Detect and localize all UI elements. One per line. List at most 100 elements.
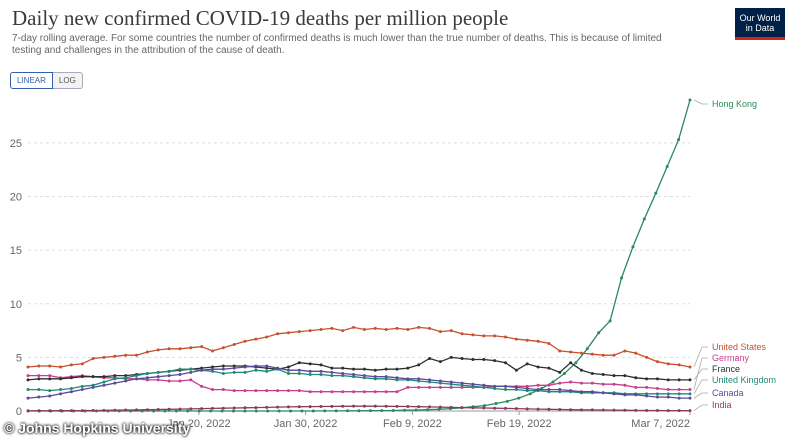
data-point	[493, 384, 497, 388]
data-point	[460, 356, 464, 360]
data-point	[574, 361, 578, 365]
data-point	[688, 396, 692, 400]
data-point	[178, 347, 182, 351]
data-point	[352, 373, 356, 377]
data-point	[547, 341, 551, 345]
data-point	[286, 365, 290, 369]
data-point	[48, 374, 52, 378]
data-point	[37, 388, 41, 392]
data-point	[200, 345, 204, 349]
data-point	[357, 409, 361, 413]
data-point	[124, 374, 128, 378]
data-point	[156, 348, 160, 352]
data-point	[59, 365, 63, 369]
data-point	[48, 377, 52, 381]
data-point	[493, 334, 497, 338]
data-point	[417, 377, 421, 381]
data-point	[655, 408, 659, 412]
data-point	[688, 388, 692, 392]
data-point	[623, 349, 627, 353]
data-point	[438, 330, 442, 334]
data-point	[608, 319, 612, 323]
data-point	[460, 383, 464, 387]
data-point	[536, 383, 540, 387]
data-point	[428, 378, 432, 382]
data-point	[688, 98, 692, 102]
data-point	[91, 356, 95, 360]
data-point	[37, 395, 41, 399]
data-point	[612, 353, 616, 357]
data-point	[167, 347, 171, 351]
data-point	[265, 369, 269, 373]
data-point	[655, 360, 659, 364]
data-point	[80, 388, 84, 392]
data-point	[395, 378, 399, 382]
data-point	[319, 373, 323, 377]
x-tick-label: Jan 20, 2022	[167, 418, 231, 430]
data-point	[645, 377, 649, 381]
data-point	[373, 375, 377, 379]
data-point	[601, 382, 605, 386]
data-point	[384, 390, 388, 394]
legend-connector	[693, 357, 708, 390]
data-point	[167, 369, 171, 373]
owid-logo[interactable]: Our World in Data	[735, 8, 785, 40]
data-point	[438, 379, 442, 383]
data-point	[579, 381, 583, 385]
data-point	[26, 378, 30, 382]
data-point	[341, 371, 345, 375]
data-point	[579, 390, 583, 394]
series-line	[28, 99, 691, 412]
y-tick-label: 10	[10, 299, 22, 311]
data-point	[297, 368, 301, 372]
data-point	[286, 331, 290, 335]
y-tick-label: 15	[10, 245, 22, 257]
data-point	[330, 404, 334, 408]
data-point	[590, 371, 594, 375]
data-point	[243, 370, 247, 374]
data-point	[449, 355, 453, 359]
data-point	[666, 409, 670, 413]
data-point	[319, 369, 323, 373]
data-point	[688, 409, 692, 413]
data-point	[677, 392, 681, 396]
data-point	[48, 409, 52, 413]
data-point	[384, 404, 388, 408]
data-point	[417, 379, 421, 383]
x-tick-label: Feb 9, 2022	[383, 418, 442, 430]
linear-scale-button[interactable]: LINEAR	[10, 72, 53, 89]
data-point	[254, 337, 258, 341]
data-point	[417, 363, 421, 367]
data-point	[471, 384, 475, 388]
data-point	[341, 366, 345, 370]
data-point	[265, 389, 269, 393]
legend-label: India	[712, 400, 732, 410]
data-point	[601, 373, 605, 377]
data-point	[406, 366, 410, 370]
data-point	[135, 374, 139, 378]
data-point	[145, 376, 149, 380]
data-point	[688, 378, 692, 382]
data-point	[220, 409, 224, 413]
data-point	[514, 407, 518, 411]
data-point	[623, 383, 627, 387]
data-point	[113, 381, 117, 385]
data-point	[655, 377, 659, 381]
data-point	[265, 335, 269, 339]
data-point	[395, 390, 399, 394]
data-point	[558, 381, 562, 385]
data-point	[428, 405, 432, 409]
log-scale-button[interactable]: LOG	[52, 72, 83, 89]
data-point	[232, 370, 236, 374]
data-point	[482, 334, 486, 338]
data-point	[26, 409, 30, 413]
data-point	[460, 332, 464, 336]
legend-label: Hong Kong	[712, 99, 757, 109]
data-point	[677, 409, 681, 413]
data-point	[493, 359, 497, 363]
data-point	[156, 375, 160, 379]
data-point	[514, 385, 518, 389]
data-point	[286, 371, 290, 375]
data-point	[666, 378, 670, 382]
data-point	[26, 388, 30, 392]
